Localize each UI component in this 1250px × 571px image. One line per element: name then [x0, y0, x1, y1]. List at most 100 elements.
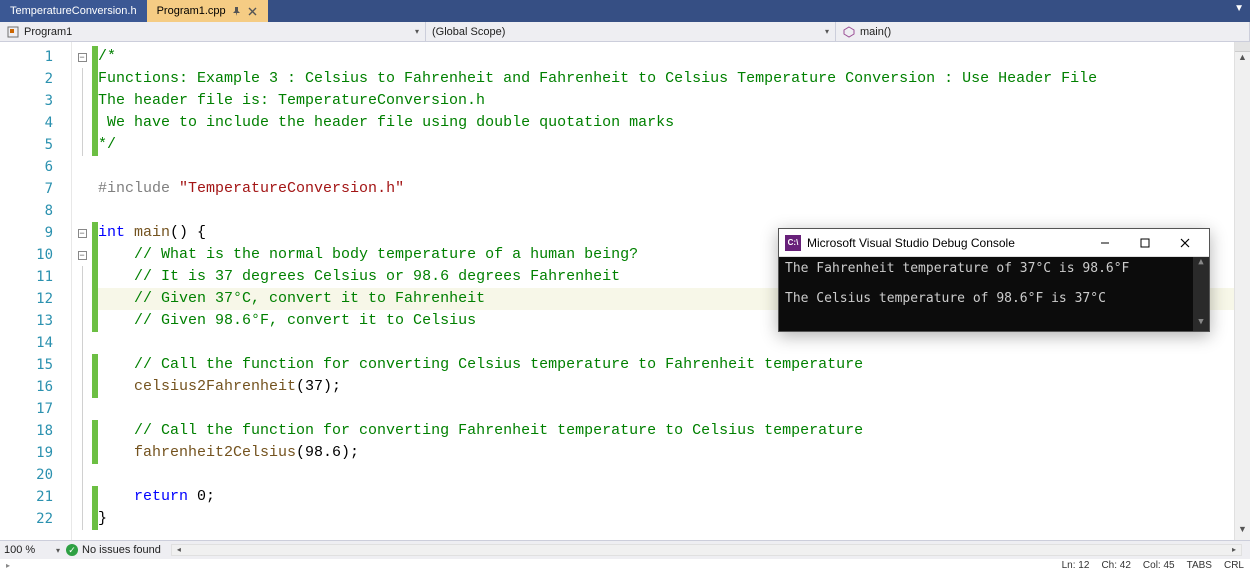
code-line[interactable]: return 0;	[98, 486, 1234, 508]
issues-text: No issues found	[82, 544, 161, 556]
fold-cell[interactable]: −	[72, 46, 92, 68]
outlining-margin[interactable]: − − −	[72, 42, 92, 540]
code-editor[interactable]: 12345678910111213141516171819202122 −−− …	[0, 42, 1250, 540]
console-scrollbar[interactable]: ▲▼	[1193, 257, 1209, 331]
fold-cell	[72, 464, 92, 486]
line-number: 1	[0, 46, 71, 68]
scroll-indicator-icon: ▸	[6, 561, 10, 570]
line-number: 9	[0, 222, 71, 244]
code-line[interactable]: celsius2Fahrenheit(37);	[98, 376, 1234, 398]
line-number: 15	[0, 354, 71, 376]
line-number: 22	[0, 508, 71, 530]
code-line[interactable]	[98, 156, 1234, 178]
nav-project-dropdown[interactable]: Program1 ▾	[0, 22, 426, 41]
fold-cell	[72, 288, 92, 310]
line-number: 3	[0, 90, 71, 112]
code-line[interactable]	[98, 200, 1234, 222]
line-number: 12	[0, 288, 71, 310]
code-line[interactable]: The header file is: TemperatureConversio…	[98, 90, 1234, 112]
tab-temperature-conversion-h[interactable]: TemperatureConversion.h	[0, 0, 147, 22]
active-files-dropdown-icon[interactable]: ▼	[1228, 0, 1250, 17]
fold-cell	[72, 420, 92, 442]
code-line[interactable]: /*	[98, 46, 1234, 68]
line-number: 7	[0, 178, 71, 200]
minimize-icon[interactable]	[1085, 230, 1125, 256]
fold-cell	[72, 134, 92, 156]
tab-program1-cpp[interactable]: Program1.cpp	[147, 0, 268, 22]
collapse-region-icon[interactable]: −	[78, 53, 87, 62]
console-title-text: Microsoft Visual Studio Debug Console	[807, 236, 1015, 250]
fold-cell	[72, 398, 92, 420]
split-handle[interactable]	[1235, 42, 1250, 52]
collapse-region-icon[interactable]: −	[78, 251, 87, 260]
navigation-bar: Program1 ▾ (Global Scope) ▾ main()	[0, 22, 1250, 42]
line-number: 20	[0, 464, 71, 486]
maximize-icon[interactable]	[1125, 230, 1165, 256]
line-number: 4	[0, 112, 71, 134]
code-line[interactable]: // Call the function for converting Cels…	[98, 354, 1234, 376]
code-line[interactable]	[98, 398, 1234, 420]
fold-cell	[72, 486, 92, 508]
fold-cell	[72, 310, 92, 332]
scroll-up-arrow-icon[interactable]: ▲	[1193, 257, 1209, 271]
collapse-region-icon[interactable]: −	[78, 229, 87, 238]
horizontal-scrollbar[interactable]: ◂ ▸	[171, 544, 1242, 556]
fold-cell	[72, 376, 92, 398]
fold-cell	[72, 112, 92, 134]
nav-project-label: Program1	[24, 26, 72, 38]
console-output[interactable]: The Fahrenheit temperature of 37°C is 98…	[779, 257, 1209, 331]
code-line[interactable]: fahrenheit2Celsius(98.6);	[98, 442, 1234, 464]
code-line[interactable]: }	[98, 508, 1234, 530]
scroll-up-arrow-icon[interactable]: ▲	[1235, 52, 1250, 68]
console-app-icon: C:\	[785, 235, 801, 251]
code-line[interactable]: // Call the function for converting Fahr…	[98, 420, 1234, 442]
fold-cell	[72, 354, 92, 376]
chevron-down-icon[interactable]: ▾	[56, 546, 60, 555]
fold-cell[interactable]: −	[72, 222, 92, 244]
scroll-left-arrow-icon[interactable]: ◂	[172, 545, 186, 555]
code-line[interactable]: #include "TemperatureConversion.h"	[98, 178, 1234, 200]
code-line[interactable]	[98, 332, 1234, 354]
console-titlebar[interactable]: C:\ Microsoft Visual Studio Debug Consol…	[779, 229, 1209, 257]
fold-cell	[72, 156, 92, 178]
fold-cell	[72, 200, 92, 222]
code-line[interactable]: */	[98, 134, 1234, 156]
error-list-summary[interactable]: ✓ No issues found	[66, 544, 161, 556]
line-number: 11	[0, 266, 71, 288]
caret-line[interactable]: Ln: 12	[1062, 560, 1090, 571]
line-number: 10	[0, 244, 71, 266]
close-icon[interactable]	[1165, 230, 1205, 256]
code-line[interactable]: We have to include the header file using…	[98, 112, 1234, 134]
code-line[interactable]	[98, 464, 1234, 486]
code-line[interactable]: Functions: Example 3 : Celsius to Fahren…	[98, 68, 1234, 90]
fold-cell	[72, 178, 92, 200]
ide-status-bar: ▸ Ln: 12 Ch: 42 Col: 45 TABS CRL	[0, 559, 1250, 571]
line-number: 6	[0, 156, 71, 178]
line-number: 17	[0, 398, 71, 420]
caret-char[interactable]: Ch: 42	[1101, 560, 1130, 571]
caret-col[interactable]: Col: 45	[1143, 560, 1175, 571]
nav-scope-dropdown[interactable]: (Global Scope) ▾	[426, 22, 836, 41]
close-icon[interactable]	[248, 7, 258, 16]
debug-console-window[interactable]: C:\ Microsoft Visual Studio Debug Consol…	[778, 228, 1210, 332]
vertical-scrollbar[interactable]: ▲ ▼	[1234, 42, 1250, 540]
line-number: 19	[0, 442, 71, 464]
fold-cell	[72, 90, 92, 112]
tab-well-background: ▼	[268, 0, 1250, 22]
fold-cell	[72, 508, 92, 530]
scroll-down-arrow-icon[interactable]: ▼	[1193, 317, 1209, 331]
tab-label: TemperatureConversion.h	[10, 5, 137, 17]
line-number: 8	[0, 200, 71, 222]
line-ending-mode[interactable]: CRL	[1224, 560, 1244, 571]
line-number: 14	[0, 332, 71, 354]
nav-function-dropdown[interactable]: main()	[836, 22, 1250, 41]
zoom-level[interactable]: 100 %	[4, 544, 50, 556]
pin-icon[interactable]	[232, 7, 242, 16]
nav-scope-label: (Global Scope)	[432, 26, 505, 38]
fold-cell[interactable]: −	[72, 244, 92, 266]
scroll-right-arrow-icon[interactable]: ▸	[1227, 545, 1241, 555]
fold-cell	[72, 442, 92, 464]
project-icon	[6, 26, 20, 38]
indent-mode[interactable]: TABS	[1187, 560, 1212, 571]
scroll-down-arrow-icon[interactable]: ▼	[1235, 524, 1250, 540]
